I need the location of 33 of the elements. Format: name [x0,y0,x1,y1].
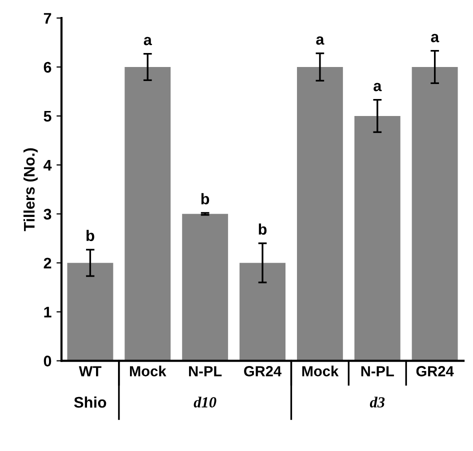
annotation: a [316,36,324,45]
bar [412,67,458,361]
x-tick-label: Mock [130,366,166,376]
bar [124,67,171,361]
bar [67,262,114,361]
y-tick-label: 6 [44,62,52,73]
x-tick-label: GR24 [244,366,282,376]
bar [354,116,400,361]
text: d3 [370,396,385,408]
annotation: a [431,34,440,42]
y-tick-label: 5 [44,110,52,122]
text: Shio [74,396,106,408]
y-axis-title: Tillers (No.) [23,148,38,232]
y-tick-label: 3 [44,208,52,220]
bar [296,67,343,361]
x-tick-label: N-PL [189,366,222,376]
y-tick-label: 0 [44,356,52,366]
annotation: b [86,230,94,242]
annotation: b [258,223,267,235]
x-tick-label: Mock [302,366,339,376]
x-tick-label: GR24 [416,366,454,376]
x-tick-label: WT [78,366,102,376]
y-tick-label: 2 [44,258,52,268]
annotation: a [374,82,382,92]
bar [240,262,286,361]
y-tick-label: 4 [44,160,52,170]
y-tick-label: 1 [44,306,52,318]
annotation: b [201,193,210,204]
text: d10 [194,396,216,408]
annotation: a [144,36,152,46]
bar [182,214,228,361]
y-tick-label: 7 [44,13,52,24]
x-tick-label: N-PL [361,366,394,376]
